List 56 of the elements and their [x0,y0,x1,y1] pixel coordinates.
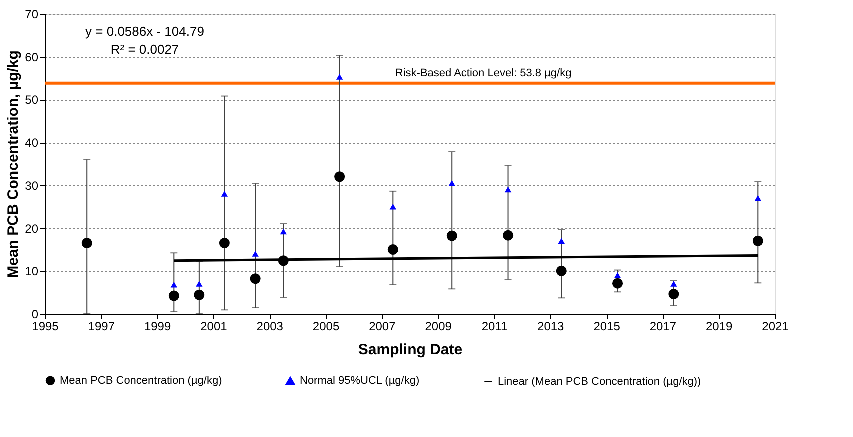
x-tick-label: 2001 [200,320,228,334]
point [503,230,514,241]
point [752,236,764,246]
x-tick-label: 2015 [594,320,621,334]
x-tick-label: 1995 [32,320,60,334]
point [558,238,565,244]
x-tick-label: 1997 [88,320,116,334]
point [196,281,203,287]
x-axis-title: Sampling Date [358,342,463,358]
y-tick-label: 30 [25,178,39,193]
x-tick-label: 2009 [425,320,452,334]
point [754,195,762,202]
y-tick-label: 10 [25,264,39,279]
point [448,180,456,186]
point [336,74,344,80]
point [556,266,567,276]
x-tick-label: 2005 [312,320,340,334]
y-axis-title: Mean PCB Concentration, µg/kg [5,50,22,278]
x-tick-label: 2007 [369,320,396,334]
point [221,191,228,197]
y-tick-label: 70 [25,8,39,22]
point [82,238,92,249]
x-tick-label: 2019 [706,320,734,334]
x-tick-label: 2017 [650,320,677,334]
y-tick-label: 40 [25,136,39,150]
legend-label: Normal 95%UCL (µg/kg) [300,375,420,388]
point [250,274,261,284]
point [390,204,397,210]
point [504,186,512,193]
point [614,272,622,278]
y-tick-label: 60 [25,50,39,64]
x-tick-label: 2013 [538,320,565,334]
ref-line-label: Risk-Based Action Level: 53.8 µg/kg [395,67,572,80]
legend-label: Mean PCB Concentration (µg/kg) [60,374,222,387]
point [670,281,678,287]
y-tick-label: 20 [25,222,39,236]
point [280,228,288,235]
point [334,172,346,182]
x-tick-label: 1999 [144,320,172,334]
y-tick-label: 0 [32,308,39,322]
annotation: y = 0.0586x - 104.79 [86,24,204,39]
annotation: R² = 0.0027 [110,42,180,57]
point [170,282,178,288]
point [252,251,259,257]
point [446,230,458,242]
point [194,290,205,300]
x-tick-label: 2003 [256,320,284,334]
x-tick-label: 2011 [482,320,508,334]
point [388,244,398,255]
point [168,290,180,302]
point [219,238,230,249]
legend-label: Linear (Mean PCB Concentration (µg/kg)) [498,376,702,388]
y-tick-label: 50 [25,93,39,108]
point [668,289,680,300]
point [612,278,624,289]
x-tick-label: 2021 [762,320,790,334]
